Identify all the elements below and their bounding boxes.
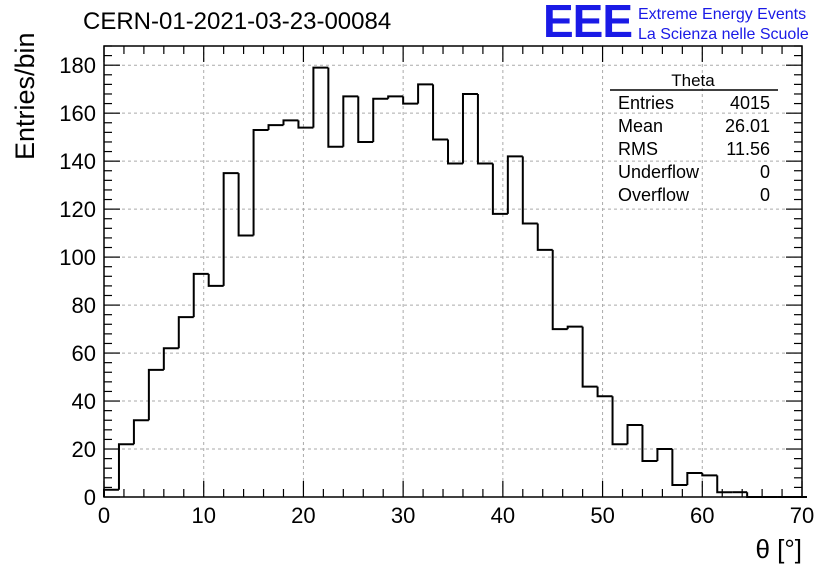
histogram-bin	[626, 424, 643, 445]
histogram-bin	[327, 67, 344, 148]
y-tick-label: 0	[84, 485, 96, 510]
histogram-bin	[222, 172, 239, 286]
histogram-bin	[147, 368, 164, 421]
logo-tagline-2: La Scienza nelle Scuole	[638, 26, 809, 43]
y-tick-label: 100	[59, 245, 96, 270]
histogram-bin	[551, 249, 568, 331]
x-tick-label: 0	[98, 503, 110, 528]
x-axis-label: θ [°]	[755, 534, 802, 564]
x-tick-label: 10	[191, 503, 215, 528]
histogram-bin	[596, 386, 613, 398]
x-tick-label: 60	[690, 503, 714, 528]
histogram-bin	[476, 93, 493, 165]
histogram-bin	[312, 66, 329, 128]
histogram-bin	[192, 272, 209, 318]
stats-row-entries: Entries 4015	[618, 93, 770, 114]
histogram-bin	[686, 472, 703, 486]
histogram-bin	[297, 120, 314, 129]
histogram-bin	[461, 92, 478, 164]
histogram-bin	[491, 163, 508, 215]
histogram-bin	[566, 325, 583, 330]
stats-value: 4015	[729, 93, 770, 113]
histogram-bin	[641, 425, 658, 463]
x-tick-label: 70	[790, 503, 814, 528]
y-tick-label: 60	[72, 341, 96, 366]
y-tick-label: 40	[72, 389, 96, 414]
histogram-bin	[342, 95, 359, 147]
stats-row-overflow: Overflow 0	[618, 185, 770, 206]
histogram-bin	[716, 475, 733, 494]
y-tick-label: 160	[59, 101, 96, 126]
stats-row-mean: Mean 26.01	[618, 116, 770, 137]
stats-label: RMS	[618, 139, 658, 159]
stats-label: Underflow	[618, 162, 700, 182]
histogram-bin	[103, 488, 119, 497]
x-tick-label: 40	[491, 503, 515, 528]
histogram-bin	[506, 155, 523, 214]
histogram-bin	[447, 139, 463, 165]
stats-label: Entries	[618, 93, 675, 113]
y-tick-label: 120	[59, 197, 96, 222]
stats-row-rms: RMS 11.56	[618, 139, 770, 160]
stats-box-title: Theta	[671, 71, 715, 90]
histogram-bin	[117, 443, 134, 490]
histogram-bin	[581, 326, 598, 388]
histogram-bin	[237, 173, 254, 237]
histogram-bin	[207, 273, 224, 287]
histogram-bin	[132, 419, 149, 445]
histogram-bin	[701, 473, 718, 477]
y-tick-label: 20	[72, 437, 96, 462]
histogram-bin	[372, 97, 389, 142]
histogram-bin	[417, 83, 434, 104]
histogram-bin	[671, 449, 688, 487]
run-title: CERN-01-2021-03-23-00084	[83, 8, 392, 35]
histogram-bin	[162, 347, 179, 370]
histogram-bin	[746, 492, 763, 498]
stats-label: Overflow	[618, 185, 690, 205]
histogram-bin	[177, 316, 194, 349]
y-tick-label: 180	[59, 53, 96, 78]
x-tick-label: 20	[291, 503, 315, 528]
histogram-bin	[656, 448, 673, 462]
eee-logo-mark: EEE	[543, 0, 633, 47]
histogram-bin	[432, 84, 449, 141]
y-tick-label: 140	[59, 149, 96, 174]
histogram-bin	[387, 95, 404, 99]
plot-frame	[103, 45, 803, 498]
histogram-bin	[402, 96, 419, 105]
x-tick-label: 50	[590, 503, 614, 528]
stats-value: 0	[759, 185, 770, 205]
stats-value: 0	[759, 162, 770, 182]
histogram-bin	[267, 124, 284, 130]
y-axis-label: Entries/bin	[10, 32, 40, 160]
stats-row-underflow: Underflow 0	[618, 162, 770, 183]
histogram-bin	[282, 119, 299, 126]
y-tick-label: 80	[72, 293, 96, 318]
histogram-bin	[252, 128, 269, 236]
x-tick-label: 30	[391, 503, 415, 528]
histogram-bin	[536, 223, 553, 251]
stats-value: 26.01	[724, 116, 770, 136]
stats-value: 11.56	[726, 139, 770, 159]
logo-tagline-1: Extreme Energy Events	[638, 6, 807, 23]
stats-label: Mean	[618, 116, 664, 136]
histogram-bin	[521, 156, 538, 225]
histogram-bin	[611, 396, 628, 446]
histogram-bin	[357, 96, 374, 143]
